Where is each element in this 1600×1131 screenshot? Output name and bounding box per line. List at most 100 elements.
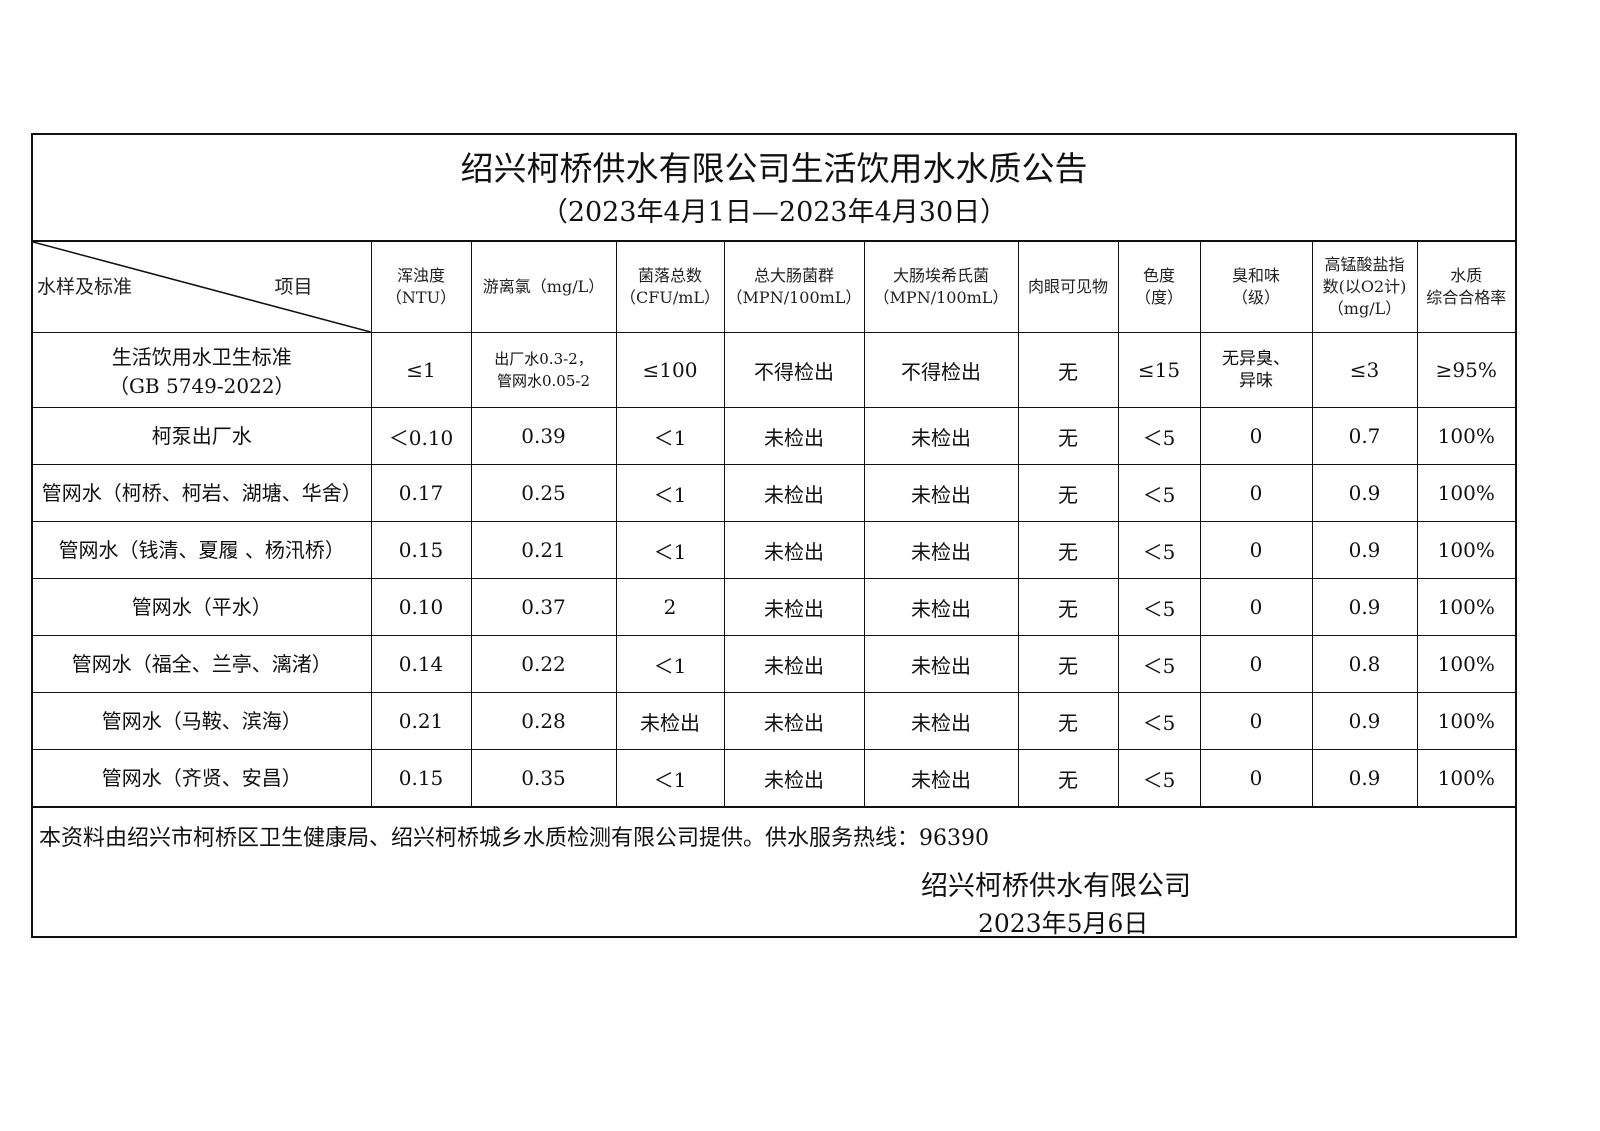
cell: 0.37 [470, 578, 617, 636]
value: 0.8 [1348, 652, 1381, 676]
issue-date: 2023年5月6日 [978, 909, 1149, 938]
value: 2 [663, 595, 677, 619]
column-header: 总大肠菌群 （MPN/100mL） [723, 242, 865, 333]
sample-label: 管网水（柯桥、柯岩、湖塘、华舍） [41, 481, 362, 505]
cell: 未检出 [723, 692, 865, 750]
value: 无 [1058, 767, 1078, 792]
cell: 0.9 [1311, 521, 1418, 579]
sample-label: 管网水（齐贤、安昌） [101, 766, 302, 790]
cell: 未检出 [723, 407, 865, 465]
value: 无 [1058, 482, 1078, 507]
cell: 0 [1199, 578, 1313, 636]
cell: 未检出 [863, 749, 1019, 807]
value: ≤1 [406, 358, 436, 382]
cell: ＜0.10 [370, 407, 472, 465]
value: 0.39 [521, 424, 566, 448]
cell: 0.9 [1311, 464, 1418, 522]
value: 100% [1437, 595, 1495, 619]
column-header: 色度 （度） [1117, 242, 1201, 333]
cell: 未检出 [723, 521, 865, 579]
cell: 100% [1416, 407, 1515, 465]
header-line: 肉眼可见物 [1027, 277, 1108, 296]
value: 未检出 [911, 425, 971, 450]
notice-period: （2023年4月1日—2023年4月30日） [540, 197, 1008, 228]
sample-name: 柯泵出厂水 [33, 407, 372, 465]
value: 未检出 [764, 596, 824, 621]
value: 未检出 [911, 767, 971, 792]
column-header: 水质 综合合格率 [1416, 242, 1515, 333]
table-row: 管网水（福全、兰亭、漓渚） 0.14 0.22 ＜1 未检出 未检出 无 ＜5 0 0.8 100% [33, 635, 1515, 693]
value: 未检出 [911, 482, 971, 507]
cell: 未检出 [723, 578, 865, 636]
value: 未检出 [764, 653, 824, 678]
footer: 本资料由绍兴市柯桥区卫生健康局、绍兴柯桥城乡水质检测有限公司提供。供水服务热线：… [33, 807, 1515, 938]
cell: 0.25 [470, 464, 617, 522]
value: 0.15 [398, 538, 444, 562]
cell: ＜5 [1117, 521, 1201, 579]
value: 0 [1249, 481, 1263, 505]
sample-name: 管网水（钱清、夏履 、杨汛桥） [33, 521, 372, 579]
header-line: 游离氯（mg/L） [482, 277, 605, 296]
corner-left: 水样及标准 [37, 276, 133, 298]
cell: ＜5 [1117, 464, 1201, 522]
column-header: 大肠埃希氏菌 （MPN/100mL） [863, 242, 1019, 333]
cell: ≤100 [615, 332, 725, 408]
cell: 100% [1416, 635, 1515, 693]
cell: 0.21 [470, 521, 617, 579]
standard-row: 生活饮用水卫生标准 （GB 5749-2022） ≤1 出厂水0.3-2， 管网水0… [33, 332, 1515, 408]
cell: 0.9 [1311, 578, 1418, 636]
header-line: （度） [1134, 288, 1183, 307]
value: ＜5 [1142, 767, 1176, 792]
cell: 不得检出 [863, 332, 1019, 408]
value: 无 [1058, 596, 1078, 621]
company-signature: 绍兴柯桥供水有限公司 [921, 871, 1191, 902]
header-line: 菌落总数 [637, 266, 702, 285]
header-line: （NTU） [385, 288, 457, 307]
header-line: （MPN/100mL） [873, 288, 1009, 307]
cell: 0.14 [370, 635, 472, 693]
column-header: 菌落总数 （CFU/mL） [615, 242, 725, 333]
value: 未检出 [911, 710, 971, 735]
value: 100% [1437, 652, 1495, 676]
value: 0.9 [1348, 481, 1381, 505]
cell: 0.9 [1311, 692, 1418, 750]
cell: 0 [1199, 692, 1313, 750]
value: ＜1 [653, 767, 687, 792]
cell: 0.9 [1311, 749, 1418, 807]
cell: 未检出 [863, 407, 1019, 465]
quality-table: 水样及标准 项目 浑浊度 （NTU） 游离氯（mg/L） 菌落总数 （CFU/mL） 总大肠菌… [33, 242, 1515, 807]
column-header: 游离氯（mg/L） [470, 242, 617, 333]
sample-name: 管网水（齐贤、安昌） [33, 749, 372, 807]
cell: ＜5 [1117, 749, 1201, 807]
source-note: 本资料由绍兴市柯桥区卫生健康局、绍兴柯桥城乡水质检测有限公司提供。供水服务热线：… [39, 826, 989, 851]
value: 100% [1437, 481, 1495, 505]
cell: 无 [1017, 332, 1119, 408]
value: 0 [1249, 595, 1263, 619]
table-row: 管网水（齐贤、安昌） 0.15 0.35 ＜1 未检出 未检出 无 ＜5 0 0.9 100% [33, 749, 1515, 807]
value: 无 [1058, 539, 1078, 564]
header-line: 大肠埃希氏菌 [892, 266, 989, 285]
value: 0.10 [398, 595, 444, 619]
cell: 未检出 [863, 464, 1019, 522]
cell: 2 [615, 578, 725, 636]
value: 0.28 [521, 709, 566, 733]
cell: 0.28 [470, 692, 617, 750]
header-line: （CFU/mL） [619, 288, 721, 307]
table-row: 管网水（平水） 0.10 0.37 2 未检出 未检出 无 ＜5 0 0.9 100% [33, 578, 1515, 636]
diagonal-line [33, 242, 371, 332]
cell: 无 [1017, 578, 1119, 636]
header-row: 水样及标准 项目 浑浊度 （NTU） 游离氯（mg/L） 菌落总数 （CFU/mL） 总大肠菌… [33, 242, 1515, 333]
value: ≤15 [1137, 358, 1181, 382]
value: ＜5 [1142, 425, 1176, 450]
value: 100% [1437, 424, 1495, 448]
sample-name: 管网水（柯桥、柯岩、湖塘、华舍） [33, 464, 372, 522]
cell: ≤3 [1311, 332, 1418, 408]
value: ＜1 [653, 539, 687, 564]
value: 未检出 [640, 710, 700, 735]
value: 0.9 [1348, 766, 1381, 790]
column-header: 臭和味 （级） [1199, 242, 1313, 333]
value: ≥95% [1435, 358, 1497, 382]
column-header: 肉眼可见物 [1017, 242, 1119, 333]
value: 0.9 [1348, 709, 1381, 733]
header-line: 色度 [1142, 266, 1175, 285]
